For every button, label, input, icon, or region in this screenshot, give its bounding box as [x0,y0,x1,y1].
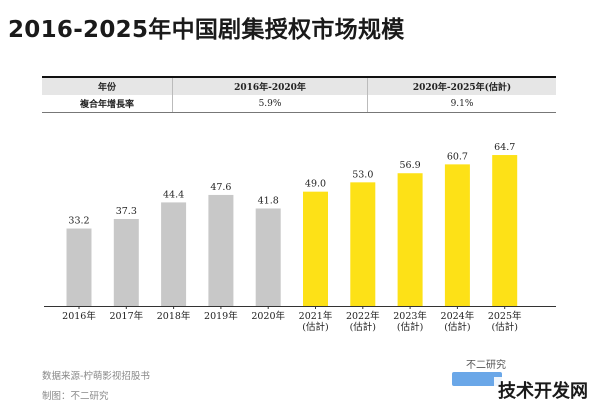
data-label-6: 49.0 [305,179,326,190]
bar-1 [66,228,92,306]
cagr-header-period-2: 2020年-2025年(估計) [367,77,556,95]
bar-6 [303,191,328,306]
x-tick-label-9-sub: (估計) [444,321,470,333]
cagr-row-label: 複合年增長率 [42,95,173,113]
x-tick-label-1: 2016年 [62,310,96,322]
data-label-2: 37.3 [116,206,137,217]
x-tick-label-4: 2019年 [204,310,238,322]
bar-9 [444,164,470,306]
data-label-3: 44.4 [163,189,184,200]
chart-title: 2016-2025年中国剧集授权市场规模 [8,17,405,43]
x-tick-label-10: 2025年 [488,310,522,322]
data-label-9: 60.7 [447,151,468,162]
data-label-7: 53.0 [352,169,373,180]
data-label-4: 47.6 [210,182,231,193]
x-tick-label-10-sub: (估計) [491,321,517,333]
footer-producer: 制图：不二研究 [42,391,109,402]
cagr-table: 年份 2016年-2020年 2020年-2025年(估計) 複合年增長率 5.… [42,76,556,113]
bar-7 [350,182,376,306]
cagr-table-value-row: 複合年增長率 5.9% 9.1% [42,95,556,113]
data-label-10: 64.7 [494,142,515,153]
x-tick-label-5: 2020年 [251,310,285,322]
bar-4 [208,194,234,306]
x-tick-label-8: 2023年 [393,310,427,322]
bar-10 [492,155,518,306]
x-tick-label-6-sub: (估計) [302,321,328,333]
footer-source: 数据来源-柠萌影视招股书 [42,371,150,382]
bar-8 [397,173,423,306]
x-tick-label-8-sub: (估計) [397,321,423,333]
cagr-table-header-row: 年份 2016年-2020年 2020年-2025年(估計) [42,77,556,95]
brand-tag [452,372,502,386]
bar-3 [161,202,187,306]
brand-label: 不二研究 [466,360,506,371]
cagr-value-period-2: 9.1% [367,95,556,113]
data-label-1: 33.2 [68,216,89,227]
data-label-5: 41.8 [258,195,279,206]
bar-5 [255,208,281,306]
x-tick-label-6: 2021年 [299,310,333,322]
cagr-header-year: 年份 [42,77,173,95]
x-tick-label-7-sub: (估計) [350,321,376,333]
data-label-8: 56.9 [400,160,421,171]
bar-2 [113,218,139,306]
x-tick-label-7: 2022年 [346,310,380,322]
watermark-text: 技术开发网 [494,377,592,403]
x-tick-label-9: 2024年 [441,310,475,322]
cagr-header-period-1: 2016年-2020年 [172,77,368,95]
x-tick-label-3: 2018年 [157,310,191,322]
cagr-value-period-1: 5.9% [172,95,368,113]
x-tick-label-2: 2017年 [109,310,143,322]
